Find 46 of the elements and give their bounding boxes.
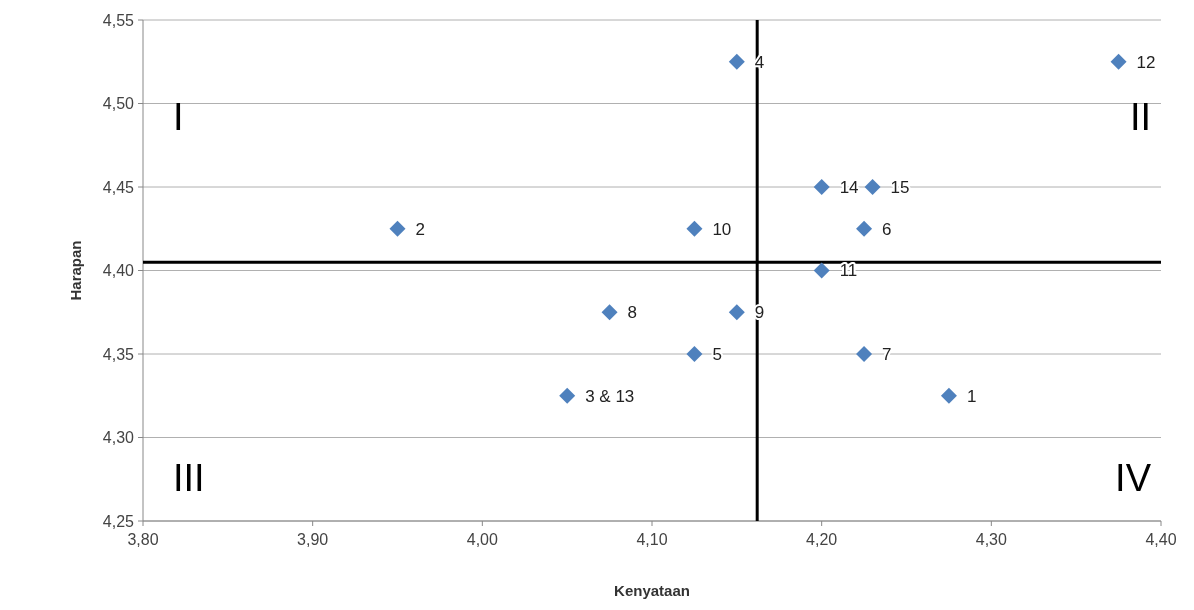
point [1110, 53, 1127, 70]
y-tick-label: 4,30 [102, 429, 135, 447]
x-tick-label: 4,10 [636, 531, 668, 548]
x-tick-label: 3,90 [297, 531, 329, 548]
annotation: 7 [882, 344, 892, 364]
y-tick-label: 4,40 [102, 262, 135, 280]
x-axis-title: Kenyataan [614, 582, 690, 599]
annotation: 5 [712, 344, 722, 364]
y-tick-label: 4,35 [102, 345, 135, 363]
annotation: IV [1115, 457, 1152, 499]
annotation: 15 [890, 177, 910, 197]
y-tick-label: 4,25 [102, 512, 135, 530]
annotation: 1 [966, 386, 977, 406]
point [813, 179, 830, 195]
annotation: 2 [415, 219, 425, 239]
x-tick-label: 4,30 [975, 531, 1008, 548]
y-tick-label: 4,45 [102, 178, 135, 196]
point [864, 179, 881, 195]
point [940, 387, 957, 404]
y-axis-title: Harapan [67, 240, 84, 301]
x-tick-label: 4,00 [466, 531, 499, 548]
annotation: 12 [1136, 52, 1156, 72]
point [856, 346, 873, 362]
point [601, 304, 618, 321]
y-tick-label: 4,50 [102, 95, 135, 113]
point [686, 346, 703, 362]
annotation: I [173, 96, 184, 138]
point [686, 220, 703, 237]
annotation: 3 & 13 [585, 386, 635, 406]
annotation: 6 [882, 219, 892, 239]
annotation: II [1129, 96, 1151, 138]
point [389, 220, 406, 237]
point [813, 262, 830, 279]
y-tick-label: 4,55 [102, 11, 135, 29]
x-tick-label: 4,40 [1145, 531, 1177, 548]
point [728, 53, 745, 70]
annotation: 10 [712, 219, 732, 239]
annotation: 14 [839, 177, 859, 197]
point [728, 304, 745, 321]
x-tick-label: 3,80 [127, 531, 159, 548]
annotation: 8 [627, 303, 638, 323]
point [559, 387, 576, 404]
annotation: III [173, 457, 205, 499]
x-tick-label: 4,20 [806, 531, 838, 548]
point [856, 220, 873, 237]
annotation: 11 [839, 261, 858, 281]
